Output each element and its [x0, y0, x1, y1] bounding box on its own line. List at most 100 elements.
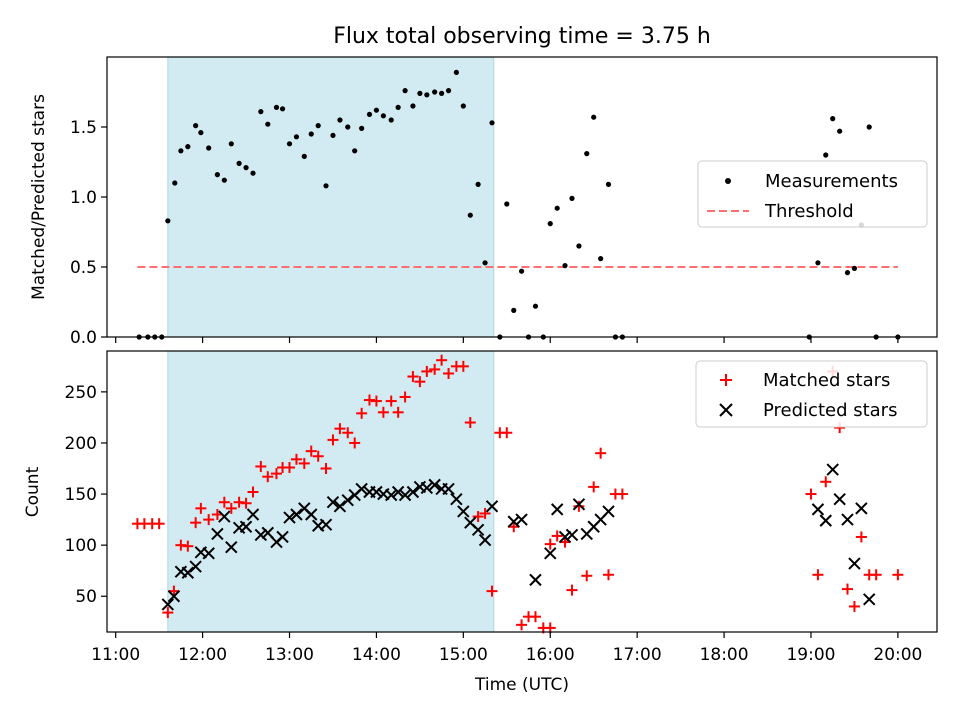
matched-star-point	[305, 445, 317, 457]
predicted-star-point	[565, 528, 579, 542]
predicted-star-point	[189, 560, 202, 573]
matched-star-point	[247, 486, 259, 498]
measurement-point	[453, 69, 459, 75]
measurement-point	[837, 128, 843, 134]
predicted-star-point	[471, 523, 485, 537]
predicted-star-point	[391, 485, 405, 499]
predicted-star-point	[420, 481, 434, 495]
top-y-tick-label: 1.5	[70, 118, 97, 138]
predicted-star-point	[602, 505, 615, 518]
top-legend: Measurements Threshold	[697, 160, 928, 228]
measurement-point	[432, 89, 438, 95]
predicted-star-point	[181, 566, 195, 579]
measurement-point	[228, 141, 234, 147]
measurement-point	[823, 152, 829, 158]
measurement-point	[851, 265, 858, 271]
predicted-star-point	[319, 518, 333, 531]
predicted-star-point	[819, 514, 832, 527]
predicted-star-point	[863, 593, 876, 606]
predicted-star-point	[841, 513, 854, 526]
matched-star-point	[855, 531, 867, 543]
matched-star-point	[529, 611, 541, 623]
bottom-y-axis-label: Count	[23, 466, 43, 517]
matched-star-point	[892, 569, 904, 581]
measurement-point	[206, 145, 212, 151]
predicted-star-point	[161, 598, 175, 611]
x-axis-label: Time (UTC)	[474, 675, 569, 695]
bottom-y-tick-label: 200	[65, 434, 97, 454]
predicted-star-point	[254, 528, 268, 542]
matched-star-point	[385, 395, 397, 407]
predicted-star-point	[283, 511, 296, 524]
matched-star-point	[392, 406, 404, 418]
predicted-star-point	[202, 547, 215, 560]
measurement-point	[482, 260, 488, 266]
predicted-star-point	[218, 510, 231, 523]
bottom-x-ticks: 11:00 12:00 13:00 14:00 15:00 16:00 17:00 18:00…	[91, 632, 922, 665]
matched-star-point	[848, 600, 860, 612]
matched-star-point	[290, 453, 302, 465]
predicted-star-point	[167, 590, 181, 603]
measurement-point	[265, 121, 271, 127]
top-y-ticks: 0.0 0.5 1.0 1.5	[70, 118, 107, 348]
top-legend-box	[697, 160, 928, 228]
top-plot-area	[136, 56, 901, 340]
top-x-ticks	[115, 337, 899, 343]
legend-measurements-label: Measurements	[765, 171, 898, 192]
x-tick-label: 11:00	[91, 645, 140, 665]
predicted-star-point	[276, 530, 289, 544]
x-tick-label: 19:00	[786, 645, 835, 665]
measurement-point	[193, 123, 199, 129]
matched-star-point	[240, 497, 252, 509]
matched-star-point	[203, 514, 215, 526]
measurement-point	[584, 151, 590, 157]
x-tick-label: 18:00	[700, 645, 749, 665]
predicted-star-point	[848, 557, 861, 570]
matched-star-point	[516, 619, 528, 631]
predicted-star-point	[341, 493, 354, 507]
bottom-y-ticks: 50 100 150 200 250	[65, 383, 107, 607]
matched-star-point	[805, 488, 817, 500]
legend-predicted-marker	[719, 403, 733, 417]
matched-star-point	[349, 437, 361, 449]
predicted-star-point	[544, 547, 557, 560]
predicted-star-point	[246, 508, 260, 521]
measurement-point	[279, 106, 286, 112]
measurement-point	[395, 104, 401, 110]
measurement-point	[445, 88, 452, 94]
matched-star-point	[233, 496, 245, 508]
predicted-star-point	[305, 508, 318, 521]
measurement-point	[439, 90, 445, 96]
matched-star-point	[551, 530, 563, 542]
matched-star-point	[377, 406, 389, 418]
chart-title: Flux total observing time = 3.75 h	[333, 24, 711, 49]
measurement-point	[286, 141, 293, 147]
matched-star-point	[334, 423, 346, 435]
predicted-star-point	[457, 505, 470, 518]
predicted-star-point	[333, 500, 347, 513]
matched-star-point	[566, 584, 578, 596]
matched-star-point	[182, 540, 194, 552]
legend-matched-label: Matched stars	[763, 370, 890, 391]
measurement-point	[518, 268, 525, 274]
matched-star-point	[162, 607, 174, 619]
measurement-point	[323, 183, 329, 189]
predicted-star-point	[450, 492, 463, 506]
measurement-point	[165, 218, 171, 224]
measurement-point	[475, 181, 481, 187]
measurement-point	[337, 117, 343, 123]
measurement-point	[410, 103, 416, 109]
predicted-star-point	[428, 478, 441, 492]
measurement-point	[866, 124, 872, 130]
measurement-point	[569, 195, 575, 201]
measurement-point	[388, 117, 394, 123]
x-tick-label: 20:00	[873, 645, 922, 665]
predicted-star-point	[485, 500, 499, 513]
predicted-star-point	[326, 496, 340, 509]
predicted-star-point	[355, 482, 368, 496]
matched-star-point	[225, 502, 237, 514]
matched-star-point	[436, 354, 448, 366]
matched-star-point	[501, 427, 513, 439]
legend-matched-marker	[720, 374, 732, 386]
measurement-point	[467, 212, 473, 218]
